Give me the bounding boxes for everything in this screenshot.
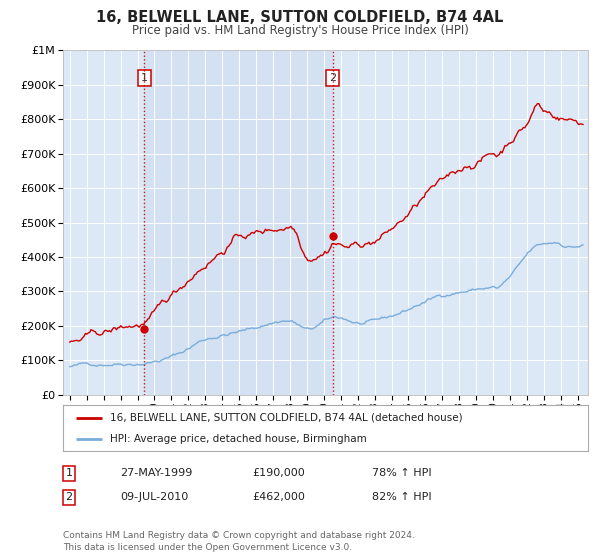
Text: 2: 2 bbox=[65, 492, 73, 502]
Text: HPI: Average price, detached house, Birmingham: HPI: Average price, detached house, Birm… bbox=[110, 435, 367, 444]
Text: 16, BELWELL LANE, SUTTON COLDFIELD, B74 4AL (detached house): 16, BELWELL LANE, SUTTON COLDFIELD, B74 … bbox=[110, 413, 463, 423]
Text: £462,000: £462,000 bbox=[252, 492, 305, 502]
Text: Contains HM Land Registry data © Crown copyright and database right 2024.
This d: Contains HM Land Registry data © Crown c… bbox=[63, 531, 415, 552]
Text: Price paid vs. HM Land Registry's House Price Index (HPI): Price paid vs. HM Land Registry's House … bbox=[131, 24, 469, 36]
Text: 82% ↑ HPI: 82% ↑ HPI bbox=[372, 492, 431, 502]
Text: £190,000: £190,000 bbox=[252, 468, 305, 478]
Bar bbox=[145, 50, 332, 395]
Text: 27-MAY-1999: 27-MAY-1999 bbox=[120, 468, 193, 478]
Text: 16, BELWELL LANE, SUTTON COLDFIELD, B74 4AL: 16, BELWELL LANE, SUTTON COLDFIELD, B74 … bbox=[97, 10, 503, 25]
Text: 2: 2 bbox=[329, 73, 336, 83]
Text: 1: 1 bbox=[141, 73, 148, 83]
Text: 1: 1 bbox=[65, 468, 73, 478]
Text: 09-JUL-2010: 09-JUL-2010 bbox=[120, 492, 188, 502]
Text: 78% ↑ HPI: 78% ↑ HPI bbox=[372, 468, 431, 478]
